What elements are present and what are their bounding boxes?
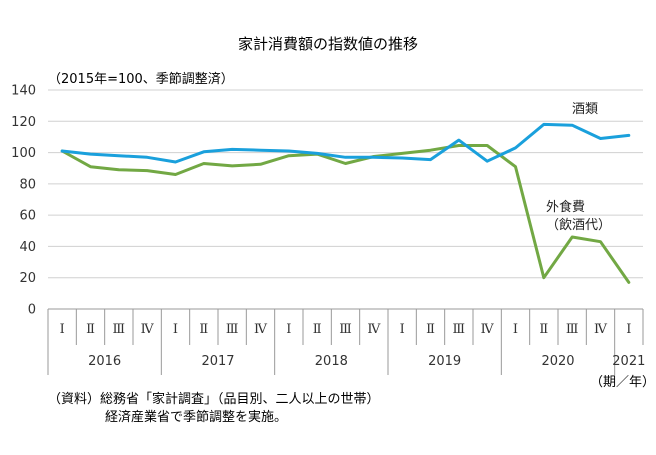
quarter-label: Ⅰ [400,322,405,337]
quarter-label: Ⅳ [141,322,155,337]
y-tick-label: 120 [11,115,36,130]
quarter-label: Ⅲ [339,322,352,337]
chart-note: （2015年=100、季節調整済） [48,71,234,87]
y-tick-label: 40 [19,240,36,255]
period-unit-label: （期／年） [590,375,655,390]
y-axis-ticks: 0 20 40 60 80 100 120 140 [11,84,36,318]
series-label: （飲酒代） [546,217,611,233]
year-label: 2021 [612,354,645,369]
quarter-label: Ⅰ [513,322,518,337]
year-label: 2017 [201,354,234,369]
source-line-2: 経済産業省で季節調整を実施。 [105,409,287,425]
chart-title: 家計消費額の指数値の推移 [238,35,418,53]
quarter-label: Ⅲ [113,322,126,337]
year-label: 2016 [88,354,121,369]
y-tick-label: 140 [11,84,36,99]
quarter-label: Ⅲ [566,322,579,337]
source-line-1: （資料）総務省「家計調査」（品目別、二人以上の世帯） [48,391,380,407]
series-lines [60,122,631,284]
quarter-label: Ⅳ [367,322,381,337]
quarter-label: Ⅱ [539,322,548,337]
gridlines [48,89,643,310]
year-label: 2020 [541,354,574,369]
series-line [60,144,631,284]
y-tick-label: 100 [11,146,36,161]
year-label: 2019 [428,354,461,369]
y-tick-label: 0 [28,303,36,318]
quarter-label: Ⅱ [86,322,95,337]
quarter-label: Ⅱ [426,322,435,337]
year-label: 2018 [315,354,348,369]
series-line [60,122,631,164]
quarter-label: Ⅰ [60,322,65,337]
quarter-label: Ⅱ [313,322,322,337]
quarter-label: Ⅰ [173,322,178,337]
y-tick-label: 20 [19,271,36,286]
quarter-label: Ⅳ [254,322,268,337]
quarter-label: Ⅲ [226,322,239,337]
quarter-label: Ⅰ [626,322,631,337]
series-label: 酒類 [572,102,598,117]
quarter-label: Ⅱ [199,322,208,337]
quarter-label: Ⅳ [594,322,608,337]
quarter-label: Ⅳ [481,322,495,337]
quarter-label: Ⅰ [286,322,291,337]
series-label: 外食費 [546,199,585,215]
quarter-label: Ⅲ [453,322,466,337]
y-tick-label: 60 [19,209,36,224]
y-tick-label: 80 [19,177,36,192]
